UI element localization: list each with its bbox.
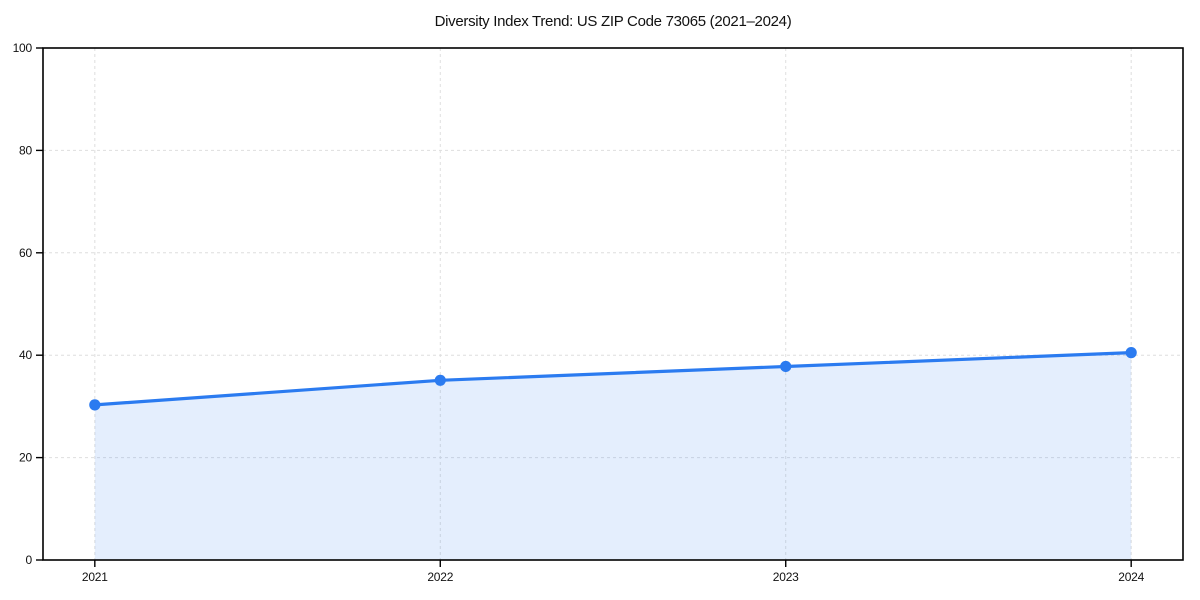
x-tick-label: 2024 (1118, 570, 1144, 584)
y-tick-label: 40 (19, 348, 32, 362)
y-tick-label: 100 (13, 41, 33, 55)
y-tick-label: 20 (19, 451, 32, 465)
data-point-marker (780, 360, 792, 373)
data-point-marker (434, 374, 446, 386)
trend-line (93, 351, 1133, 407)
x-tick-label: 2022 (427, 570, 453, 584)
data-point-marker (89, 399, 101, 411)
y-tick-label: 0 (26, 553, 33, 567)
y-tick-label: 60 (19, 246, 32, 260)
y-tick-label: 80 (19, 143, 32, 157)
data-point-marker (1125, 347, 1137, 359)
x-tick-label: 2023 (773, 570, 799, 584)
area-fill (94, 352, 1132, 560)
x-tick-label: 2021 (82, 570, 108, 584)
chart-title: Diversity Index Trend: US ZIP Code 73065… (434, 13, 792, 30)
plot-border (42, 47, 1184, 561)
